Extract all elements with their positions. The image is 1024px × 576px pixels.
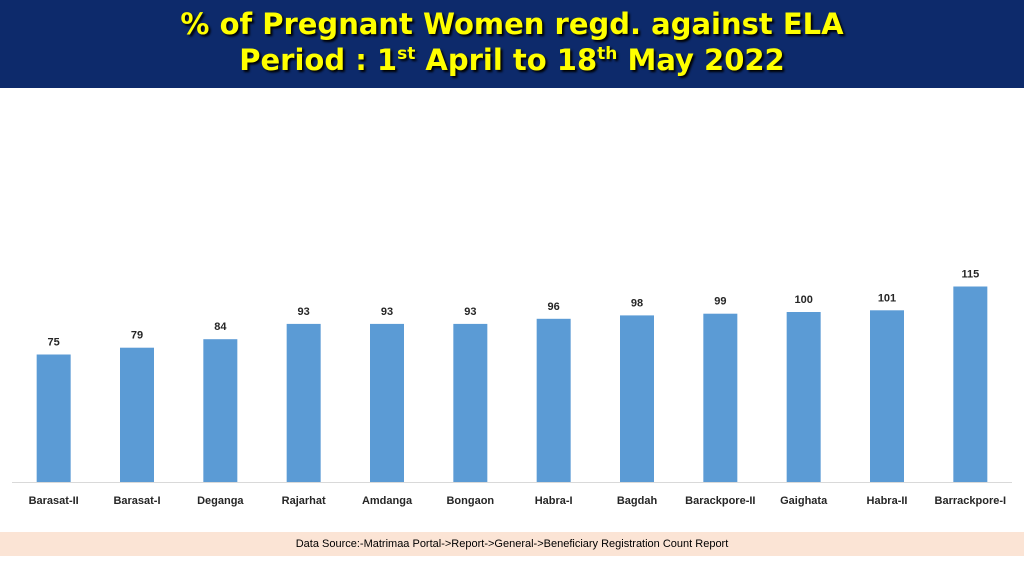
- period-suffix: May 2022: [617, 43, 785, 77]
- period-middle: April to 18: [415, 43, 598, 77]
- x-tick-label-barackpore-ii: Barackpore-II: [685, 495, 755, 507]
- bar-barrackpore-i: [953, 286, 988, 482]
- chart-title: % of Pregnant Women regd. against ELA: [180, 7, 844, 41]
- bar-amdanga: [370, 323, 404, 482]
- data-label-barrackpore-i: 115: [961, 269, 979, 281]
- data-label-bagdah: 98: [631, 297, 643, 309]
- data-label-barackpore-ii: 99: [714, 296, 726, 308]
- data-label-gaighata: 100: [794, 294, 812, 306]
- x-tick-label-bagdah: Bagdah: [617, 495, 658, 507]
- period-prefix: Period : 1: [239, 43, 398, 77]
- chart-period: Period : 1st April to 18th May 2022: [0, 42, 1024, 78]
- x-tick-label-bongaon: Bongaon: [446, 495, 494, 507]
- data-label-habra-i: 96: [548, 301, 560, 313]
- data-source-text: Data Source:-Matrimaa Portal->Report->Ge…: [295, 538, 729, 550]
- x-tick-label-habra-ii: Habra-II: [867, 495, 908, 507]
- bar-habra-i: [536, 318, 571, 482]
- bar-deganga: [203, 339, 238, 482]
- bar-habra-ii: [870, 310, 904, 482]
- data-label-bongaon: 93: [464, 306, 476, 318]
- data-label-barasat-ii: 75: [48, 337, 60, 349]
- x-tick-label-barasat-ii: Barasat-II: [29, 495, 79, 507]
- x-tick-label-rajarhat: Rajarhat: [282, 495, 326, 507]
- data-label-deganga: 84: [214, 321, 227, 333]
- bar-barasat-i: [120, 347, 154, 482]
- x-tick-label-barrackpore-i: Barrackpore-I: [935, 495, 1007, 507]
- data-source-bar: Data Source:-Matrimaa Portal->Report->Ge…: [0, 532, 1024, 556]
- x-tick-label-habra-i: Habra-I: [535, 495, 573, 507]
- x-tick-label-deganga: Deganga: [197, 495, 244, 507]
- x-tick-label-amdanga: Amdanga: [362, 495, 413, 507]
- data-label-habra-ii: 101: [878, 292, 896, 304]
- data-label-amdanga: 93: [381, 306, 393, 318]
- x-tick-label-barasat-i: Barasat-I: [113, 495, 160, 507]
- period-sup-start: st: [397, 44, 416, 64]
- title-banner: % of Pregnant Women regd. against ELA Pe…: [0, 0, 1024, 88]
- data-label-barasat-i: 79: [131, 330, 143, 342]
- bar-gaighata: [786, 312, 821, 482]
- bar-barasat-ii: [36, 354, 71, 482]
- bar-barackpore-ii: [703, 313, 738, 482]
- data-label-rajarhat: 93: [298, 306, 310, 318]
- x-tick-label-gaighata: Gaighata: [780, 495, 828, 507]
- bar-chart: 75 Barasat-II 79 Barasat-I 84 Deganga 93 Rajarh…: [12, 269, 1012, 507]
- bar-bongaon: [453, 323, 488, 482]
- bar-rajarhat: [286, 323, 321, 482]
- bar-bagdah: [620, 315, 654, 482]
- period-sup-end: th: [597, 44, 618, 64]
